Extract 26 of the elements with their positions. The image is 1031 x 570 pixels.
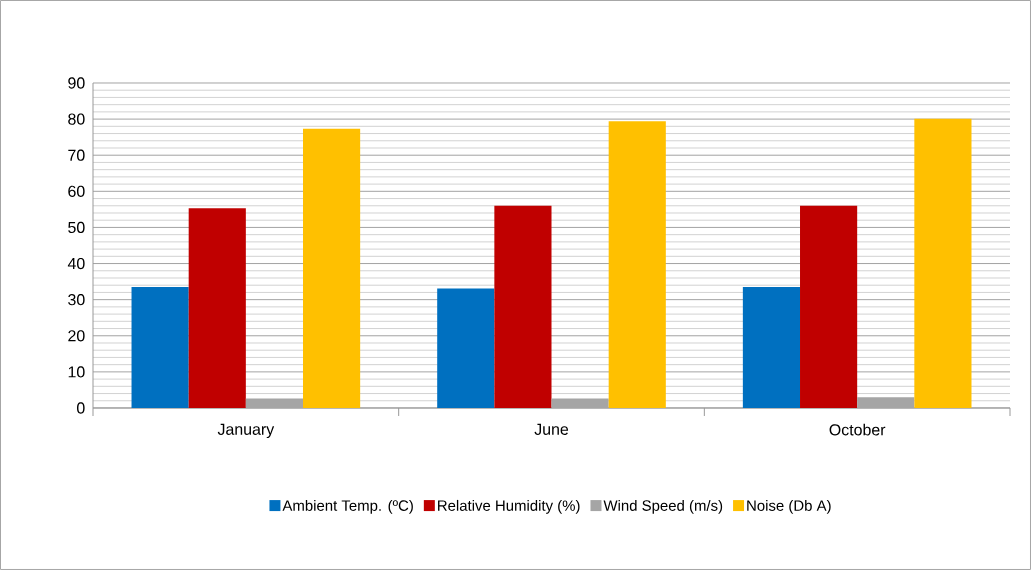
legend-label: Ambient Temp. (ºC) <box>282 499 413 514</box>
bar <box>608 121 666 408</box>
x-tick-label: June <box>534 423 569 435</box>
y-tick-label: 0 <box>77 402 85 414</box>
x-tick-label: October <box>829 423 886 436</box>
y-tick-label: 50 <box>68 221 85 234</box>
y-tick-label: 70 <box>68 149 85 161</box>
bar <box>188 208 246 408</box>
bar <box>437 288 495 408</box>
y-tick-label: 60 <box>68 185 85 197</box>
legend-label: Wind Speed (m/s) <box>603 499 723 514</box>
y-tick-label: 80 <box>68 113 85 125</box>
bar <box>742 287 801 408</box>
bar <box>303 128 361 408</box>
x-tick-label: January <box>217 423 275 439</box>
y-tick-label: 20 <box>68 330 85 342</box>
y-tick-label: 30 <box>68 294 85 306</box>
legend-label: Relative Humidity (%) <box>438 499 580 514</box>
legend-label: Noise (Db A) <box>747 499 831 514</box>
bar <box>131 287 189 408</box>
bar <box>914 118 972 408</box>
y-tick-label: 10 <box>68 366 85 378</box>
bar <box>800 205 858 408</box>
y-tick-label: 40 <box>67 257 85 270</box>
bar <box>494 205 552 408</box>
y-tick-label: 90 <box>68 77 85 89</box>
